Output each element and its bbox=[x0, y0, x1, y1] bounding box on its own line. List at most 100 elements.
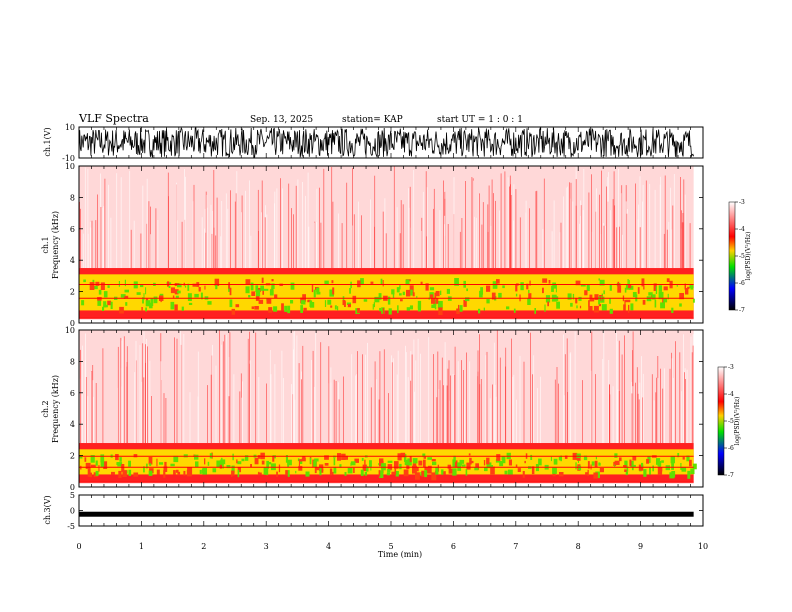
ch1-spectrogram-streak bbox=[635, 183, 636, 269]
ch1-spectrogram-band-patch bbox=[89, 282, 95, 290]
ch1-spectrogram-band-patch bbox=[260, 285, 264, 291]
ch1-spectrogram-band-patch bbox=[584, 290, 588, 296]
ch2-spectrogram-streak bbox=[655, 392, 657, 444]
ch2-spectrogram-streak bbox=[293, 349, 294, 443]
ch1-spectrogram-streak bbox=[227, 208, 229, 269]
ch1-spectrogram-streak bbox=[205, 191, 207, 269]
cb1-tick-label: -3 bbox=[739, 199, 745, 206]
ch2-spectrogram-band-patch bbox=[122, 470, 127, 477]
ch1-spectrogram-streak bbox=[104, 178, 106, 268]
ch1-spectrogram-band-patch bbox=[379, 307, 382, 312]
ch2-spectrogram-streak bbox=[672, 377, 674, 444]
ch2-spectrogram-band-patch bbox=[670, 456, 675, 464]
ch1-waveform-trace bbox=[78, 126, 694, 158]
ch2-spectrogram-band-patch bbox=[394, 467, 397, 475]
ch1-spectrogram-streak bbox=[684, 194, 686, 269]
ch1-spectrogram-band-patch bbox=[658, 285, 662, 292]
ch2-spectrogram-streak bbox=[338, 399, 340, 444]
ch1-spectrogram-streak bbox=[90, 227, 92, 268]
ch2-spectrogram-band-patch bbox=[626, 466, 629, 472]
ch1-spectrogram-band-patch bbox=[601, 304, 607, 311]
ch1-spectrogram-streak bbox=[308, 226, 310, 268]
ch1-spectrogram-streak bbox=[307, 172, 309, 269]
ch2-spectrogram-band-patch bbox=[466, 462, 471, 470]
ch1-spectrogram-band-patch bbox=[624, 287, 627, 293]
ch1-spectrogram-band-patch bbox=[370, 281, 374, 284]
ch1-spectrogram-band-patch bbox=[567, 293, 572, 300]
ch1-spectrogram-band-patch bbox=[663, 298, 668, 303]
ch1-spectrogram-band-patch bbox=[300, 300, 306, 305]
ch2-spectrogram-band-patch bbox=[299, 459, 303, 464]
ch2-spectrogram-band-patch bbox=[404, 459, 409, 465]
ch2-spectrogram-streak bbox=[247, 338, 249, 443]
ch1-spectrogram-streak bbox=[491, 179, 493, 269]
ch1-spectrogram-streak bbox=[245, 190, 246, 269]
ch1-spectrogram-band-patch bbox=[174, 304, 178, 312]
ch2-spectrogram-streak bbox=[224, 334, 226, 443]
ch2-spectrogram-streak bbox=[95, 383, 97, 443]
ch2-spectrogram-streak bbox=[281, 350, 283, 443]
ch1-spectrogram-band-patch bbox=[392, 291, 395, 299]
ch1-spectrogram-band-patch bbox=[552, 282, 556, 289]
ch2-spectrogram-band-patch bbox=[369, 460, 372, 468]
ch1-spectrogram-streak bbox=[473, 180, 474, 269]
ch2-spectrogram-band-patch bbox=[486, 457, 490, 465]
ch2-spectrogram-band-patch bbox=[517, 468, 521, 472]
ch2-spectrogram-streak bbox=[180, 331, 181, 443]
ch2-spectrogram-streak bbox=[437, 351, 439, 443]
ch2-spectrogram-streak bbox=[686, 369, 688, 443]
ch1-spectrogram-band-patch bbox=[409, 289, 413, 296]
ch2-spectrogram-streak bbox=[684, 372, 685, 443]
ch2-spectrogram-band-patch bbox=[364, 459, 366, 468]
ch2-spectrogram-streak bbox=[296, 335, 298, 444]
ch1-spectrogram-ytick-label: 10 bbox=[65, 162, 75, 171]
ch1-spectrogram-band-patch bbox=[170, 287, 175, 294]
ch1-spectrogram-streak bbox=[680, 228, 682, 269]
ch2-spectrogram-streak bbox=[189, 392, 191, 443]
ch1-spectrogram-streak bbox=[582, 210, 584, 269]
ch2-spectrogram-band-patch bbox=[241, 458, 245, 462]
ch1-spectrogram-band-patch bbox=[617, 285, 622, 293]
ch1-spectrogram-streak bbox=[408, 188, 409, 268]
ch2-spectrogram-streak bbox=[239, 391, 241, 443]
ch2-spectrogram-band-patch bbox=[314, 466, 317, 474]
ch1-spectrogram-ytick-label: 8 bbox=[70, 193, 75, 202]
ch2-spectrogram-band-patch bbox=[404, 454, 407, 462]
ch1-spectrogram-band-patch bbox=[434, 292, 437, 299]
ch2-spectrogram-streak bbox=[635, 382, 636, 443]
ch1-spectrogram-streak bbox=[453, 177, 455, 269]
ch1-spectrogram-band-patch bbox=[627, 279, 629, 286]
ch1-spectrogram-streak bbox=[482, 202, 484, 269]
ch1-spectrogram-streak bbox=[148, 201, 150, 268]
ch1-spectrogram-band-patch bbox=[254, 306, 259, 310]
ch1-channel-label: ch.1 bbox=[41, 236, 50, 253]
ch1-spectrogram-streak bbox=[297, 179, 299, 269]
ch2-spectrogram-band-patch bbox=[646, 458, 650, 464]
ch2-spectrogram-band-patch bbox=[501, 456, 505, 460]
ch1-spectrogram-band-patch bbox=[598, 278, 600, 281]
ch2-spectrogram-streak bbox=[638, 399, 640, 443]
ch2-spectrogram-streak bbox=[639, 382, 641, 444]
ch2-spectrogram-band-patch bbox=[524, 460, 526, 464]
ch2-spectrogram-streak bbox=[642, 373, 644, 443]
ch2-spectrogram-streak bbox=[669, 368, 671, 444]
ch1-spectrogram-streak bbox=[671, 229, 673, 268]
ch1-spectrogram-streak bbox=[264, 217, 266, 268]
ch2-spectrogram-streak bbox=[621, 354, 623, 443]
ch1-spectrogram-band-patch bbox=[609, 308, 613, 314]
ch2-spectrogram-streak bbox=[355, 375, 356, 444]
ch1-spectrogram-streak bbox=[220, 236, 222, 269]
ch2-spectrogram-streak bbox=[564, 354, 566, 444]
ch1-spectrogram-streak bbox=[358, 201, 359, 269]
ch2-spectrogram-streak bbox=[563, 395, 565, 443]
ch2-spectrogram-band-patch bbox=[261, 460, 265, 465]
ch2-spectrogram-band-patch bbox=[552, 467, 557, 474]
ch1-spectrogram-streak bbox=[100, 207, 102, 269]
ch1-spectrogram-band-patch bbox=[515, 284, 518, 292]
ch2-spectrogram-band-patch bbox=[424, 471, 428, 475]
ch1-spectrogram-band-patch bbox=[245, 279, 251, 285]
ch2-spectrogram-streak bbox=[693, 355, 695, 443]
ch1-spectrogram-band-patch bbox=[458, 304, 460, 311]
ch1-spectrogram-band-patch bbox=[103, 301, 107, 308]
ch1-spectrogram-band-patch bbox=[429, 287, 435, 291]
